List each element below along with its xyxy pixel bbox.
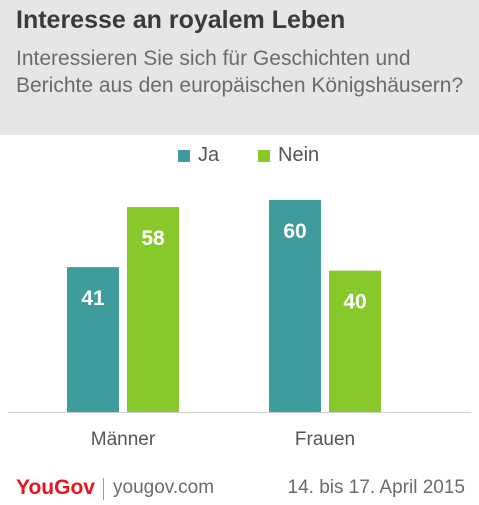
value-label-ja-frauen: 60 bbox=[283, 220, 306, 243]
bar-chart: 41 58 Männer 60 40 Frauen bbox=[8, 200, 471, 450]
footer-divider bbox=[103, 478, 104, 500]
category-label-frauen: Frauen bbox=[295, 429, 355, 450]
footer: YouGov yougov.com 14. bis 17. April 2015 bbox=[0, 474, 479, 502]
footer-site: yougov.com bbox=[113, 477, 215, 498]
bar-ja-maenner bbox=[67, 267, 119, 412]
legend-label-ja: Ja bbox=[198, 144, 220, 166]
bar-ja-frauen bbox=[269, 200, 321, 412]
yougov-logo: YouGov bbox=[16, 476, 95, 499]
value-label-ja-maenner: 41 bbox=[81, 287, 105, 310]
legend-label-nein: Nein bbox=[278, 144, 320, 166]
value-label-nein-frauen: 40 bbox=[343, 291, 366, 314]
bar-nein-frauen bbox=[329, 270, 381, 412]
chart-title: Interesse an royalem Leben bbox=[16, 6, 346, 34]
legend-swatch-nein bbox=[258, 150, 270, 162]
footer-date: 14. bis 17. April 2015 bbox=[287, 477, 465, 498]
value-label-nein-maenner: 58 bbox=[141, 227, 165, 250]
category-label-maenner: Männer bbox=[91, 429, 156, 450]
chart-subtitle: Interessieren Sie sich für Geschichten u… bbox=[16, 47, 464, 97]
legend: Ja Nein bbox=[0, 144, 479, 170]
legend-swatch-ja bbox=[178, 150, 190, 162]
header-band: Interesse an royalem Leben Interessieren… bbox=[0, 0, 479, 135]
bar-nein-maenner bbox=[127, 207, 179, 412]
